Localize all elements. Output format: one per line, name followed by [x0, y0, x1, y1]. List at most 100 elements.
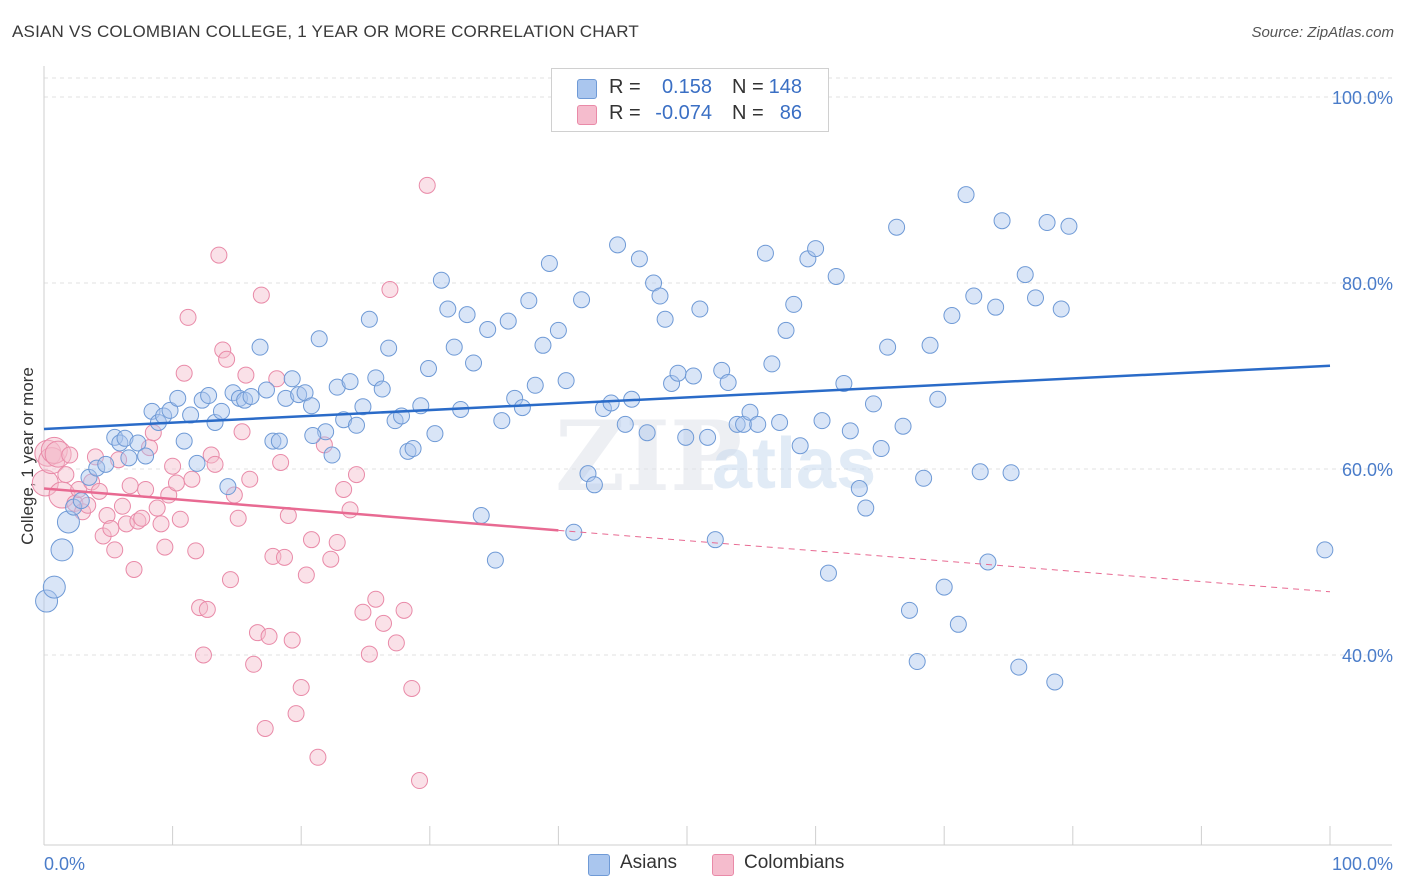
asian-point [540, 254, 558, 272]
asian-point [957, 186, 975, 204]
asian-point [699, 428, 717, 446]
colombians-legend-label: Colombians [744, 852, 845, 873]
chart-title: ASIAN VS COLOMBIAN COLLEGE, 1 YEAR OR MO… [12, 22, 639, 41]
colombian-point [152, 515, 170, 533]
n-value: 86 [779, 102, 802, 124]
trend-lines [43, 364, 1331, 593]
asian-point [129, 434, 147, 452]
asian-point [888, 218, 906, 236]
asian-point [304, 427, 322, 445]
asian-point [399, 442, 417, 460]
colombian-point [137, 480, 155, 498]
colombian-point [381, 281, 399, 299]
colombian-point [218, 350, 236, 368]
asian-point [565, 523, 583, 541]
asian-point [35, 589, 59, 613]
colombian-point [360, 645, 378, 663]
asian-point [50, 538, 74, 562]
legend-row-asians: R = 0.158 N = 148 [552, 76, 828, 102]
asian-point [169, 389, 187, 407]
asian-point [499, 312, 517, 330]
colombian-point [125, 560, 143, 578]
asian-point [602, 394, 620, 412]
asian-point [116, 429, 134, 447]
colombian-point [268, 370, 286, 388]
asian-point [971, 463, 989, 481]
asians-legend-label: Asians [620, 852, 678, 873]
asian-point [609, 236, 627, 254]
colombian-point [183, 470, 201, 488]
colombian-point [221, 571, 239, 589]
colombian-point [395, 601, 413, 619]
x-tick-label: 100.0% [1332, 854, 1393, 874]
asian-point [88, 459, 106, 477]
asian-point [513, 399, 531, 417]
asian-point [894, 417, 912, 435]
asian-point [182, 406, 200, 424]
colombian-point [110, 451, 128, 469]
asian-point [175, 432, 193, 450]
colombian-point [241, 470, 259, 488]
n-label: N = [732, 76, 764, 98]
asian-point [493, 412, 511, 430]
colombian-point [106, 541, 124, 559]
asians-swatch [577, 79, 597, 99]
colombian-point [354, 603, 372, 621]
asian-point [354, 398, 372, 416]
colombians-trend-extension [558, 529, 1331, 593]
asian-point [987, 298, 1005, 316]
asian-point [728, 415, 746, 433]
asian-point [651, 287, 669, 305]
asian-point [317, 423, 335, 441]
asian-point [323, 446, 341, 464]
r-value: -0.074 [655, 102, 712, 124]
asian-point [813, 412, 831, 430]
asian-point [763, 355, 781, 373]
asian-point [915, 469, 933, 487]
asian-point [929, 390, 947, 408]
asian-point [935, 578, 953, 596]
asian-point [756, 244, 774, 262]
colombian-point [102, 520, 120, 538]
asian-point [908, 653, 926, 671]
asian-point [1052, 300, 1070, 318]
colombian-point [133, 509, 151, 527]
asian-point [111, 434, 129, 452]
colombians-legend-swatch [712, 854, 734, 876]
asian-point [426, 425, 444, 443]
colombian-point [202, 446, 220, 464]
legend-row-colombians: R = -0.074 N = 86 [552, 102, 828, 128]
asian-point [879, 338, 897, 356]
colombian-point [233, 423, 251, 441]
y-tick-label: 40.0% [1342, 646, 1393, 666]
asian-point [120, 449, 138, 467]
asian-point [706, 531, 724, 549]
source-label: Source: ZipAtlas.com [1251, 24, 1394, 41]
asian-point [807, 240, 825, 258]
colombian-point [113, 497, 131, 515]
asian-point [56, 510, 80, 534]
asian-point [1002, 464, 1020, 482]
asian-point [264, 432, 282, 450]
asian-point [1316, 541, 1334, 559]
asian-point [573, 291, 591, 309]
asian-point [872, 440, 890, 458]
colombian-point [210, 246, 228, 264]
colombian-point [245, 655, 263, 673]
asian-point [283, 370, 301, 388]
colombian-point [403, 679, 421, 697]
asian-point [630, 250, 648, 268]
asian-point [677, 428, 695, 446]
n-value: 148 [768, 76, 802, 98]
colombian-point [341, 501, 359, 519]
n-label: N = [732, 102, 764, 124]
asian-point [420, 360, 438, 378]
asian-point [663, 374, 681, 392]
asian-point [270, 432, 288, 450]
asian-point [347, 416, 365, 434]
asian-point [360, 310, 378, 328]
x-tick-label: 0.0% [44, 854, 85, 874]
asian-point [534, 336, 552, 354]
asian-point [137, 447, 155, 465]
y-tick-label: 80.0% [1342, 274, 1393, 294]
